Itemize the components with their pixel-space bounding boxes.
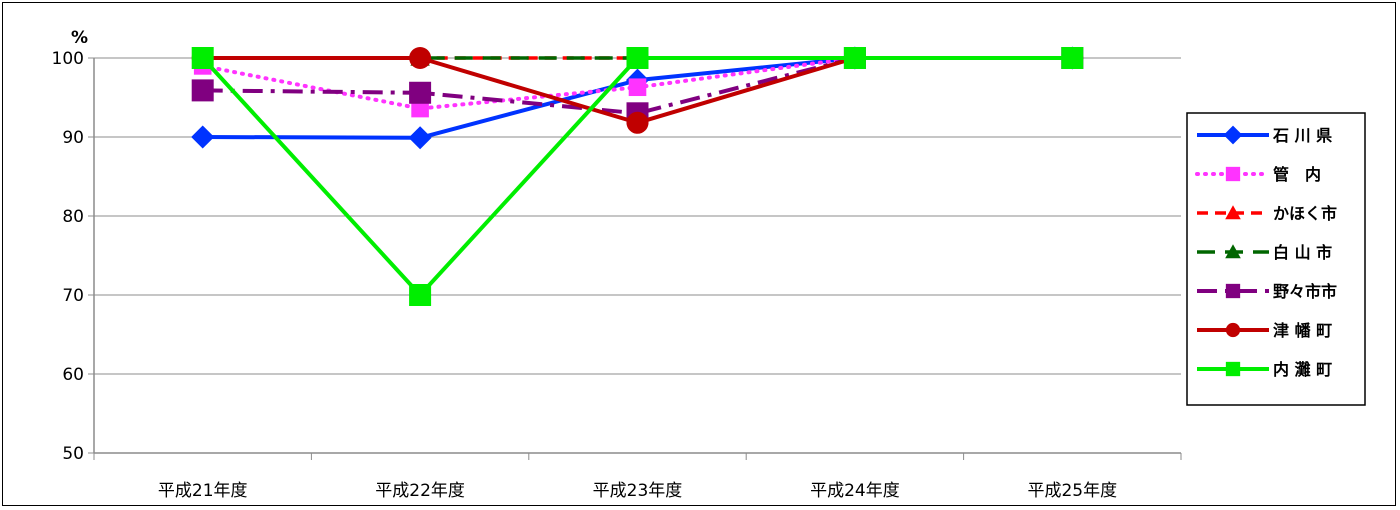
legend-label: かほく市 [1273,204,1337,223]
legend-label: 管 内 [1273,165,1321,184]
data-point [191,79,214,102]
data-point [843,47,866,69]
data-point [408,126,432,150]
legend-item: 野々市市 [1197,282,1337,301]
legend-label: 白 山 市 [1273,243,1332,262]
legend-item: 津 幡 町 [1197,321,1332,340]
legend-marker [1225,322,1241,338]
legend-marker [1225,361,1241,377]
y-tick-label: 100 [52,49,84,69]
legend-marker [1225,244,1241,259]
series-7 [191,47,1084,306]
x-tick-label: 平成21年度 [158,481,248,501]
legend-label: 内 灘 町 [1273,360,1332,379]
data-point [626,111,649,134]
x-tick-label: 平成25年度 [1027,481,1117,501]
legend-marker [1223,125,1243,145]
y-tick-label: 50 [62,444,84,464]
data-point [191,47,214,69]
series-lines [191,46,1084,306]
y-tick-labels: 50 60 70 80 90 100 [52,49,84,464]
legend-item: 内 灘 町 [1197,360,1332,379]
y-unit-label: % [71,28,88,48]
data-point [626,47,649,69]
data-point [409,47,432,69]
legend-item: かほく市 [1197,204,1337,223]
legend-box [1186,112,1366,406]
x-tick-label: 平成22年度 [375,481,465,501]
legend-item: 白 山 市 [1197,243,1332,262]
x-tick-label: 平成23年度 [593,481,683,501]
x-tick-label: 平成24年度 [810,481,900,501]
y-tick-label: 90 [62,128,84,148]
data-point [191,125,215,149]
legend-label: 野々市市 [1273,282,1337,301]
x-tick-labels: 平成21年度 平成22年度 平成23年度 平成24年度 平成25年度 [158,481,1117,501]
data-point [409,284,432,306]
data-point [1061,47,1084,69]
legend-item: 石 川 県 [1197,125,1332,145]
data-point [409,81,432,104]
legend-label: 石 川 県 [1272,126,1332,145]
y-tick-label: 60 [62,365,84,385]
legend-marker [1225,205,1241,220]
data-point [628,78,647,97]
data-point [411,99,429,118]
axes [88,57,1182,460]
legend-marker [1225,283,1241,299]
y-tick-label: 70 [62,286,84,306]
legend-label: 津 幡 町 [1273,321,1332,340]
y-tick-label: 80 [62,207,84,227]
legend-item: 管 内 [1195,165,1321,184]
legend-marker [1225,166,1241,182]
